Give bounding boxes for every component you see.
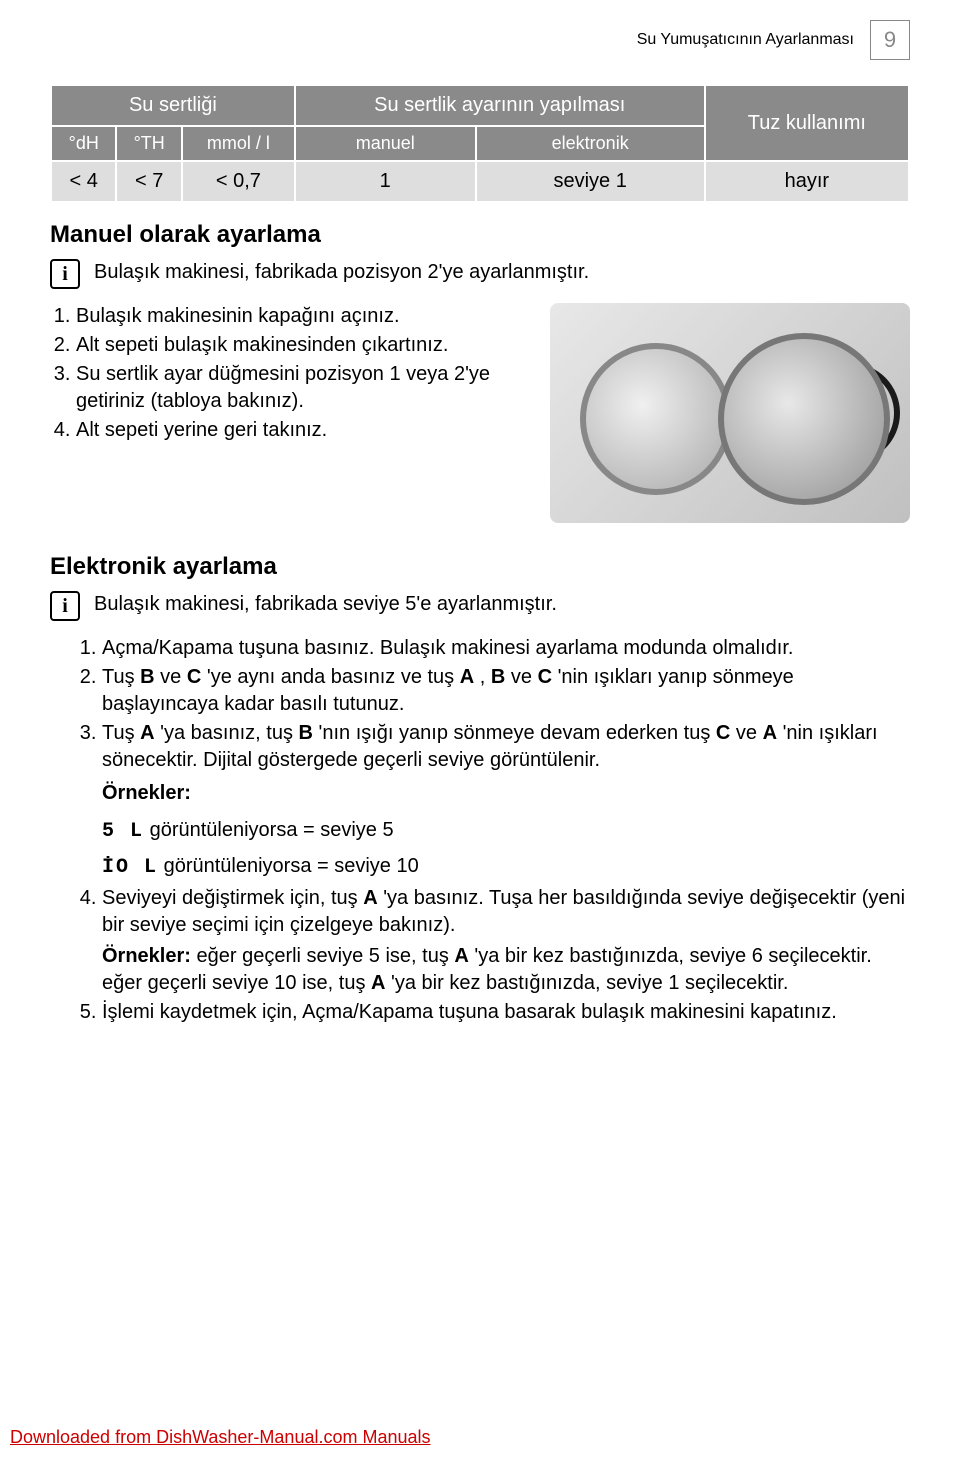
dial-illustration [550, 303, 910, 523]
cell-salt: hayır [705, 161, 909, 202]
display-code-5l: 5 L [102, 820, 144, 843]
electronic-step: Seviyeyi değiştirmek için, tuş A 'ya bas… [102, 885, 910, 997]
manual-info-row: i Bulaşık makinesi, fabrikada pozisyon 2… [50, 259, 910, 289]
col-th: °TH [116, 126, 181, 161]
page-header: Su Yumuşatıcının Ayarlanması 9 [50, 20, 910, 60]
cell-manual: 1 [295, 161, 476, 202]
col-group-hardness: Su sertliği [51, 85, 295, 126]
electronic-info-text: Bulaşık makinesi, fabrikada seviye 5'e a… [94, 591, 910, 618]
manual-step: Bulaşık makinesinin kapağını açınız. [76, 303, 530, 330]
cell-th: < 7 [116, 161, 181, 202]
electronic-steps: Açma/Kapama tuşuna basınız. Bulaşık maki… [76, 635, 910, 1026]
cell-dh: < 4 [51, 161, 116, 202]
electronic-step: İşlemi kaydetmek için, Açma/Kapama tuşun… [102, 999, 910, 1026]
page-number: 9 [870, 20, 910, 60]
col-electronic: elektronik [476, 126, 705, 161]
electronic-step: Açma/Kapama tuşuna basınız. Bulaşık maki… [102, 635, 910, 662]
electronic-step: Tuş B ve C 'ye aynı anda basınız ve tuş … [102, 664, 910, 718]
col-mmol: mmol / l [182, 126, 295, 161]
table-row: < 4 < 7 < 0,7 1 seviye 1 hayır [51, 161, 909, 202]
info-icon: i [50, 259, 80, 289]
manual-info-text: Bulaşık makinesi, fabrikada pozisyon 2'y… [94, 259, 910, 286]
examples-label: Örnekler: [102, 945, 191, 967]
hardness-table: Su sertliği Su sertlik ayarının yapılmas… [50, 84, 910, 203]
electronic-step: Tuş A 'ya basınız, tuş B 'nın ışığı yanı… [102, 720, 910, 881]
footer-download-link[interactable]: Downloaded from DishWasher-Manual.com Ma… [10, 1427, 431, 1448]
page-title: Su Yumuşatıcının Ayarlanması [637, 31, 854, 49]
col-manual: manuel [295, 126, 476, 161]
manual-step: Alt sepeti bulaşık makinesinden çıkartın… [76, 332, 530, 359]
electronic-info-row: i Bulaşık makinesi, fabrikada seviye 5'e… [50, 591, 910, 621]
manual-heading: Manuel olarak ayarlama [50, 221, 910, 249]
manual-step: Alt sepeti yerine geri takınız. [76, 417, 530, 444]
manual-step: Su sertlik ayar düğmesini pozisyon 1 vey… [76, 361, 530, 415]
manual-steps: Bulaşık makinesinin kapağını açınız. Alt… [50, 303, 530, 444]
col-dh: °dH [51, 126, 116, 161]
info-icon: i [50, 591, 80, 621]
col-group-setting: Su sertlik ayarının yapılması [295, 85, 705, 126]
cell-electronic: seviye 1 [476, 161, 705, 202]
examples-label: Örnekler: [102, 782, 191, 804]
display-code-10l: İO L [102, 856, 158, 879]
cell-mmol: < 0,7 [182, 161, 295, 202]
electronic-heading: Elektronik ayarlama [50, 553, 910, 581]
col-group-salt: Tuz kullanımı [705, 85, 909, 161]
